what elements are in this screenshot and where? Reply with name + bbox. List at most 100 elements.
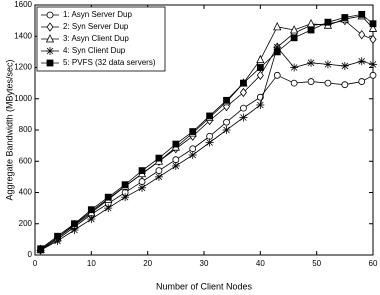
- marker: [358, 78, 366, 85]
- marker-stroke: [240, 114, 247, 121]
- marker: [289, 25, 299, 34]
- marker: [357, 57, 366, 66]
- legend-label: 4: Syn Client Dup: [63, 46, 126, 55]
- marker: [71, 220, 78, 228]
- marker-stroke: [206, 139, 213, 146]
- marker: [223, 96, 230, 104]
- legend-marker: [45, 34, 55, 43]
- legend-marker: [46, 59, 54, 67]
- y-axis-label: Aggregate Bandwidth (MBytes/sec): [4, 59, 14, 200]
- marker-stroke: [104, 204, 112, 212]
- marker-stroke: [369, 61, 377, 68]
- marker: [155, 167, 163, 175]
- marker: [369, 34, 377, 45]
- legend-marker: [46, 47, 54, 55]
- marker: [138, 183, 147, 192]
- marker-stroke: [341, 62, 349, 70]
- marker: [172, 156, 180, 164]
- marker: [256, 70, 264, 80]
- y-tick-label: 400: [19, 188, 33, 197]
- marker: [239, 87, 247, 98]
- marker: [358, 30, 366, 40]
- marker-stroke: [172, 162, 180, 170]
- marker: [37, 245, 45, 253]
- marker-stroke: [121, 193, 129, 201]
- marker-stroke: [324, 61, 332, 68]
- marker: [87, 206, 95, 214]
- marker: [290, 63, 299, 72]
- y-tick-label: 1200: [14, 63, 32, 72]
- marker: [121, 193, 130, 202]
- marker: [54, 232, 61, 240]
- marker: [104, 193, 112, 201]
- marker: [205, 138, 214, 147]
- marker: [341, 14, 349, 21]
- marker: [307, 58, 316, 67]
- marker: [306, 18, 316, 28]
- legend-label: 1: Asyn Server Dup: [63, 10, 132, 19]
- marker: [172, 140, 180, 148]
- marker: [369, 60, 377, 69]
- marker: [369, 71, 377, 79]
- marker-stroke: [189, 151, 197, 159]
- marker: [223, 118, 230, 126]
- marker: [188, 151, 197, 159]
- marker: [155, 154, 163, 162]
- marker: [87, 215, 96, 224]
- marker: [290, 79, 298, 87]
- legend-label: 2: Syn Server Dup: [63, 22, 129, 31]
- marker: [273, 21, 282, 31]
- x-axis-label: Number of Client Nodes: [156, 281, 253, 291]
- marker: [171, 161, 180, 170]
- marker-stroke: [88, 215, 95, 223]
- marker: [341, 81, 349, 89]
- x-tick-label: 0: [33, 259, 38, 268]
- marker-stroke: [46, 47, 54, 55]
- marker: [189, 128, 197, 135]
- marker: [273, 71, 281, 79]
- x-tick-label: 30: [200, 259, 209, 268]
- x-tick-label: 60: [369, 259, 378, 268]
- marker: [189, 145, 197, 153]
- x-tick-label: 50: [312, 259, 321, 268]
- marker: [307, 26, 315, 34]
- legend-label: 3: Asyn Client Dup: [63, 34, 129, 43]
- marker: [358, 10, 366, 18]
- marker: [154, 172, 163, 181]
- marker: [70, 226, 79, 234]
- marker: [256, 54, 265, 64]
- marker: [307, 78, 315, 85]
- x-tick-label: 20: [143, 259, 152, 268]
- y-tick-label: 600: [19, 156, 33, 165]
- legend-label: 5: PVFS (32 data servers): [63, 58, 156, 67]
- legend-marker: [46, 11, 54, 19]
- marker: [273, 48, 281, 56]
- marker: [240, 104, 247, 112]
- marker: [256, 101, 265, 109]
- marker: [240, 79, 247, 87]
- marker-stroke: [307, 59, 315, 67]
- marker: [324, 79, 332, 87]
- marker-stroke: [257, 101, 264, 109]
- marker-stroke: [138, 184, 146, 192]
- marker-stroke: [358, 57, 366, 65]
- marker: [206, 132, 214, 140]
- series-line: [40, 74, 374, 251]
- marker: [369, 20, 377, 28]
- y-tick-label: 1600: [14, 0, 32, 9]
- marker: [104, 204, 113, 213]
- y-tick-label: 800: [19, 125, 33, 134]
- marker-stroke: [155, 173, 163, 181]
- marker: [290, 34, 298, 42]
- legend-marker: [46, 22, 54, 32]
- marker: [138, 178, 146, 185]
- marker: [340, 61, 349, 70]
- marker: [324, 18, 332, 26]
- y-tick-label: 0: [28, 250, 33, 259]
- marker: [206, 112, 214, 120]
- marker: [138, 167, 146, 175]
- y-tick-label: 200: [19, 219, 33, 228]
- x-tick-label: 40: [256, 259, 265, 268]
- marker: [239, 113, 248, 122]
